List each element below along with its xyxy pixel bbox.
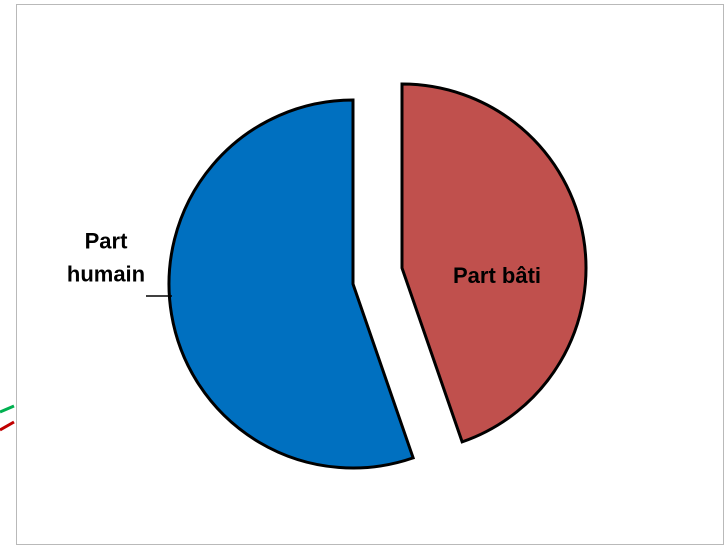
- slice-label: Part humain: [67, 229, 145, 287]
- slice-label: Part bâti: [453, 263, 541, 288]
- pie-slice-part-humain: [169, 100, 413, 468]
